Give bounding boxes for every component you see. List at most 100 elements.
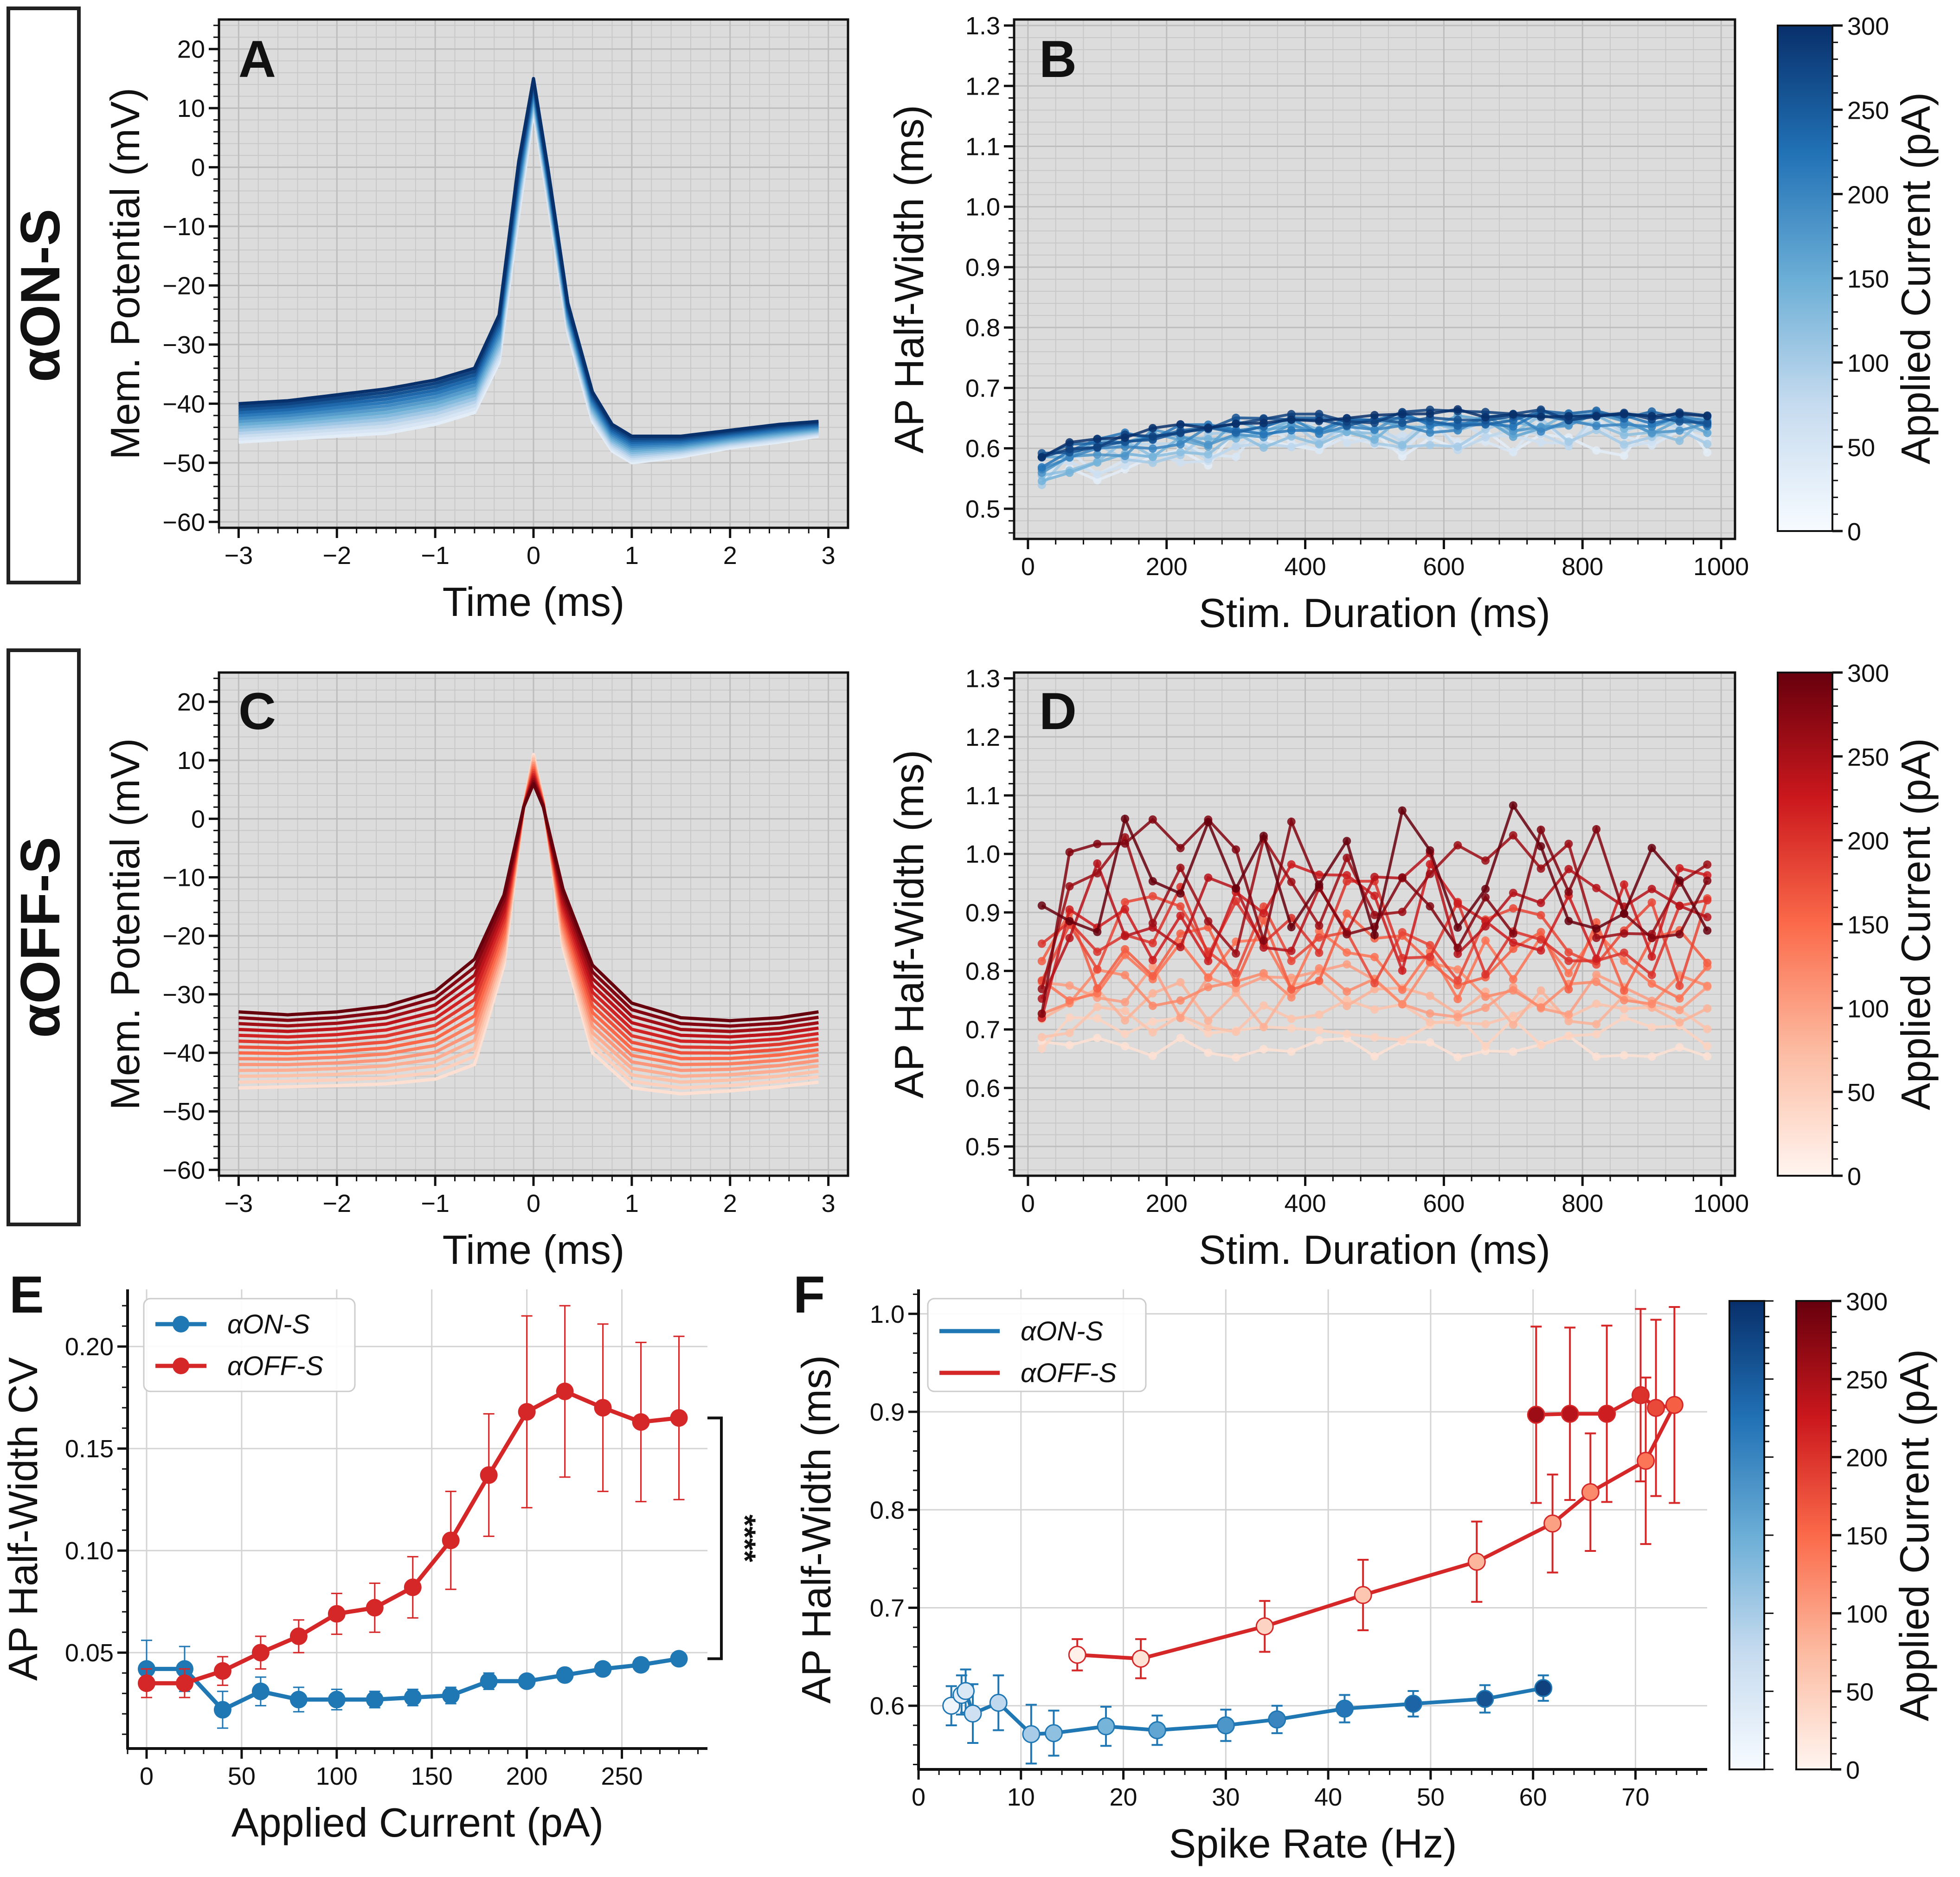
x-tick-label: 30	[1212, 1783, 1240, 1811]
panel-F: αON-S αOFF-S 0 10 20 30 40 50 60 70 0.6 0.7 0.8 0.9 1.…	[793, 1266, 1707, 1866]
y-tick-label: 0.6	[965, 1075, 1000, 1102]
trace-point	[1343, 414, 1351, 423]
colorbar-B: 0 50 100 150 200 250 300 Applied Current (pA)	[1777, 13, 1939, 546]
data-point	[1216, 1716, 1235, 1735]
trace-point	[1343, 987, 1351, 996]
y-tick-label: −30	[162, 331, 205, 359]
trace-point	[1232, 884, 1240, 893]
y-tick-label: −60	[162, 508, 205, 536]
panel-E: **** αON-S αOFF-S 0 50 100 150 200 250 0.05 0.10 0.…	[0, 1266, 762, 1845]
trace-point	[1232, 442, 1240, 451]
colorbar-tick-label: 50	[1846, 1678, 1874, 1706]
trace-point	[1232, 1027, 1240, 1036]
trace-point	[1148, 453, 1157, 461]
x-tick-label: 200	[1146, 1190, 1188, 1217]
data-point	[404, 1578, 422, 1596]
trace-point	[1037, 463, 1046, 472]
trace-point	[1647, 934, 1656, 942]
significance-bracket	[707, 1416, 723, 1660]
trace-point	[1204, 1023, 1213, 1031]
trace-point	[1176, 929, 1185, 938]
x-axis-label: Time (ms)	[443, 579, 625, 625]
trace-point	[1121, 1006, 1130, 1015]
trace-point	[1426, 941, 1434, 949]
trace-point	[1343, 871, 1351, 880]
trace-point	[1093, 928, 1102, 936]
data-point	[1148, 1721, 1166, 1740]
x-tick-label: 100	[316, 1762, 358, 1790]
trace-point	[1647, 412, 1656, 421]
x-axis-label: Time (ms)	[443, 1227, 625, 1273]
x-tick-label: 0	[1021, 1190, 1035, 1217]
traces	[238, 77, 819, 465]
y-tick-label: 1.2	[965, 724, 1000, 751]
trace-point	[1232, 845, 1240, 854]
trace-point	[1037, 1009, 1046, 1018]
trace-point	[1343, 1002, 1351, 1011]
trace-point	[1148, 972, 1157, 980]
trace-point	[1647, 884, 1656, 893]
trace-point	[1564, 412, 1573, 421]
data-point	[251, 1682, 270, 1700]
colorbar-label: Applied Current (pA)	[1893, 92, 1939, 464]
trace-point	[1370, 872, 1379, 881]
trace-point	[1509, 1020, 1517, 1029]
data-point	[1404, 1694, 1422, 1713]
trace-point	[1592, 825, 1601, 833]
trace-point	[1315, 426, 1324, 435]
trace-point	[1592, 970, 1601, 979]
trace-point	[1703, 1004, 1712, 1013]
trace-point	[1453, 899, 1462, 908]
trace-point	[1592, 999, 1601, 1008]
trace-point	[1481, 922, 1490, 931]
trace-point	[1703, 896, 1712, 905]
trace-point	[1176, 889, 1185, 898]
trace-point	[1675, 876, 1684, 885]
trace-point	[1703, 412, 1712, 421]
trace-point	[1481, 1042, 1490, 1051]
y-tick-label: 0.05	[65, 1639, 114, 1667]
x-tick-label: 10	[1007, 1783, 1035, 1811]
trace-point	[1675, 930, 1684, 939]
trace-point	[1619, 1005, 1628, 1013]
trace-point	[1037, 939, 1046, 948]
trace-point	[1148, 1051, 1157, 1060]
trace-point	[1065, 882, 1074, 891]
trace-point	[1619, 948, 1628, 957]
trace-point	[1148, 815, 1157, 824]
trace-point	[1343, 995, 1351, 1004]
trace-point	[1259, 1023, 1268, 1031]
trace-point	[1287, 1024, 1296, 1032]
colorbar-tick-label: 0	[1846, 1756, 1860, 1784]
x-tick-label: 400	[1285, 1190, 1326, 1217]
trace-point	[1647, 952, 1656, 961]
data-point	[213, 1662, 231, 1680]
trace-point	[1703, 1025, 1712, 1033]
trace-point	[1619, 996, 1628, 1005]
trace-point	[1315, 948, 1324, 957]
colorbar-tick-label: 100	[1846, 1600, 1888, 1628]
trace-point	[1315, 410, 1324, 418]
trace-point	[1148, 919, 1157, 928]
trace-point	[1564, 1031, 1573, 1040]
trace-point	[1619, 929, 1628, 938]
trace-point	[1647, 979, 1656, 988]
trace-point	[1398, 418, 1407, 427]
trace-point	[1647, 971, 1656, 980]
trace-point	[1204, 450, 1213, 459]
data-point	[442, 1531, 460, 1550]
trace-point	[1287, 817, 1296, 826]
trace-point	[1536, 935, 1545, 944]
trace-point	[1592, 884, 1601, 892]
trace-point	[1592, 918, 1601, 927]
y-tick-label: 0.7	[965, 374, 1000, 402]
data-point	[1044, 1724, 1063, 1742]
trace-point	[1121, 461, 1130, 470]
y-tick-label: 0.20	[65, 1333, 114, 1361]
trace-point	[1398, 873, 1407, 882]
trace-point	[1426, 902, 1434, 911]
trace-point	[1703, 860, 1712, 869]
x-tick-label: 600	[1423, 553, 1465, 581]
colorbar-F: 0 50 100 150 200 250 300 Applied Current (pA)	[1729, 1288, 1937, 1784]
